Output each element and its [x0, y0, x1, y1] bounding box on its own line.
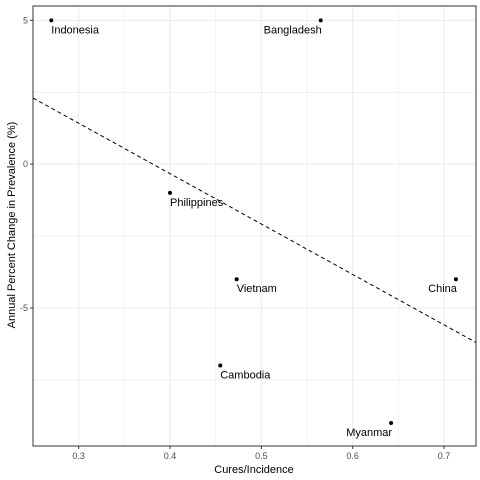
point-marker	[453, 277, 458, 282]
x-tick-label: 0.4	[164, 451, 177, 461]
point-marker	[168, 190, 173, 195]
y-tick-label: 5	[23, 15, 28, 25]
point-marker	[234, 277, 239, 282]
y-axis-ticks: -5 0 5	[20, 15, 33, 313]
x-axis-title: Cures/Incidence	[214, 464, 294, 476]
x-tick-label: 0.7	[438, 451, 451, 461]
grid	[33, 6, 476, 446]
data-point: Bangladesh	[264, 18, 323, 36]
point-marker	[49, 18, 54, 23]
x-tick-label: 0.5	[255, 451, 268, 461]
point-label: Philippines	[170, 197, 224, 209]
data-point: Cambodia	[218, 363, 271, 381]
trend-line	[32, 97, 477, 343]
data-points: Indonesia Bangladesh Philippines Vietnam Chi…	[49, 18, 458, 439]
point-marker	[218, 363, 223, 368]
point-marker	[318, 18, 323, 23]
x-axis-ticks: 0.3 0.4 0.5 0.6 0.7	[72, 446, 450, 461]
y-tick-label: 0	[23, 159, 28, 169]
point-label: Vietnam	[237, 283, 277, 295]
y-tick-label: -5	[20, 303, 28, 313]
data-point: Myanmar	[346, 420, 394, 439]
x-tick-label: 0.6	[346, 451, 359, 461]
data-point: Philippines	[168, 190, 224, 209]
x-tick-label: 0.3	[72, 451, 85, 461]
point-label: Cambodia	[220, 369, 271, 381]
panel-border	[32, 5, 477, 447]
data-point: China	[428, 277, 458, 295]
point-label: China	[428, 283, 458, 295]
point-label: Indonesia	[51, 24, 100, 36]
point-label: Myanmar	[346, 427, 392, 439]
data-point: Vietnam	[234, 277, 277, 295]
y-axis-title: Annual Percent Change in Prevalence (%)	[6, 122, 18, 329]
data-point: Indonesia	[49, 18, 100, 36]
point-label: Bangladesh	[264, 24, 322, 36]
point-marker	[389, 420, 394, 425]
